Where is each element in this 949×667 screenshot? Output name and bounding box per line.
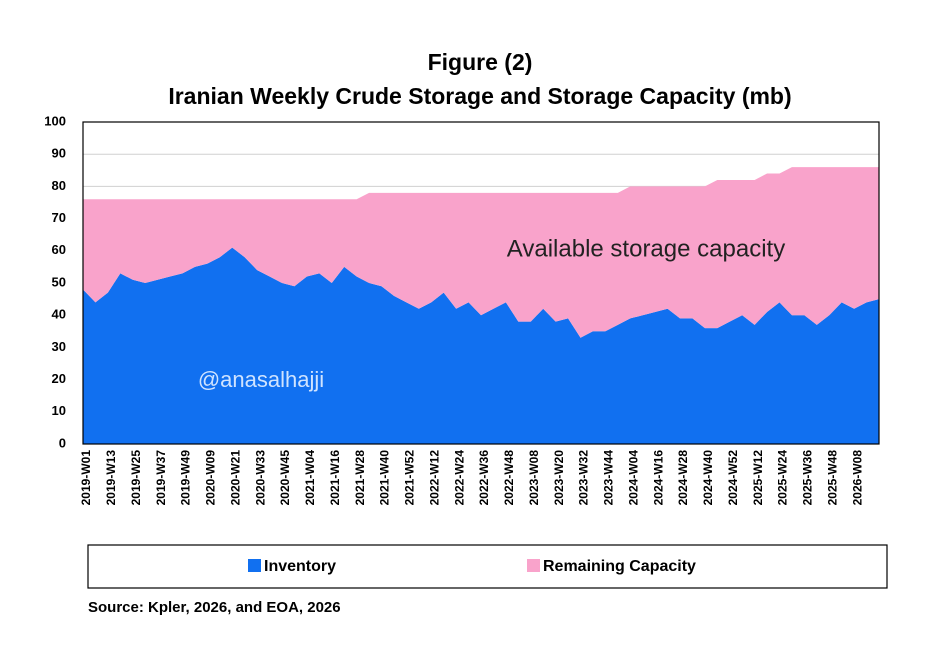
chart-title: Figure (2) — [428, 49, 533, 75]
x-tick-label: 2025-W12 — [751, 450, 765, 506]
source: Source: Kpler, 2026, and EOA, 2026 — [88, 599, 341, 616]
x-tick-label: 2020-W09 — [204, 450, 218, 506]
y-tick-label: 30 — [52, 339, 66, 354]
x-tick-label: 2020-W45 — [278, 450, 292, 506]
x-tick-label: 2023-W20 — [552, 450, 566, 506]
x-tick-label: 2019-W37 — [154, 450, 168, 506]
legend-swatch — [527, 559, 540, 572]
chart-subtitle: Iranian Weekly Crude Storage and Storage… — [168, 83, 791, 109]
plot-border — [82, 121, 880, 445]
x-tick-label: 2025-W24 — [776, 450, 790, 506]
x-tick-label: 2024-W28 — [676, 450, 690, 506]
x-tick-label: 2019-W13 — [104, 450, 118, 506]
y-tick-label: 80 — [52, 178, 66, 193]
x-tick-label: 2021-W40 — [378, 450, 392, 506]
x-tick-label: 2024-W52 — [726, 450, 740, 506]
x-tick-label: 2025-W48 — [825, 450, 839, 506]
legend-swatch — [248, 559, 261, 572]
x-tick-label: 2022-W48 — [502, 450, 516, 506]
y-tick-label: 70 — [52, 210, 66, 225]
x-tick-label: 2023-W32 — [577, 450, 591, 506]
x-tick-label: 2023-W44 — [602, 450, 616, 506]
x-tick-label: 2022-W36 — [477, 450, 491, 506]
annotation: Available storage capacity — [507, 235, 785, 262]
x-tick-label: 2019-W49 — [179, 450, 193, 506]
x-tick-label: 2023-W08 — [527, 450, 541, 506]
x-tick-label: 2020-W33 — [253, 450, 267, 506]
legend-label: Remaining Capacity — [543, 558, 696, 575]
x-tick-label: 2022-W24 — [452, 450, 466, 506]
x-tick-label: 2026-W08 — [850, 450, 864, 506]
annotation: @anasalhajji — [198, 367, 324, 392]
x-tick-label: 2024-W04 — [626, 450, 640, 506]
y-tick-label: 50 — [52, 274, 66, 289]
x-tick-label: 2021-W04 — [303, 450, 317, 506]
y-tick-label: 60 — [52, 242, 66, 257]
x-tick-label: 2020-W21 — [228, 450, 242, 506]
area — [83, 247, 879, 444]
x-tick-label: 2021-W28 — [353, 450, 367, 506]
y-tick-label: 90 — [52, 146, 66, 161]
y-tick-label: 0 — [59, 435, 66, 450]
area — [83, 167, 879, 338]
legend-box — [87, 544, 888, 589]
x-tick-label: 2021-W16 — [328, 450, 342, 506]
y-tick-label: 100 — [44, 113, 66, 128]
x-tick-label: 2021-W52 — [403, 450, 417, 506]
x-tick-label: 2025-W36 — [801, 450, 815, 506]
y-tick-label: 20 — [52, 371, 66, 386]
x-tick-label: 2019-W01 — [79, 450, 93, 506]
y-tick-label: 40 — [52, 307, 66, 322]
x-tick-label: 2024-W16 — [651, 450, 665, 506]
x-tick-label: 2022-W12 — [427, 450, 441, 506]
legend-label: Inventory — [264, 558, 336, 575]
y-tick-label: 10 — [52, 403, 66, 418]
x-tick-label: 2019-W25 — [129, 450, 143, 506]
x-tick-label: 2024-W40 — [701, 450, 715, 506]
